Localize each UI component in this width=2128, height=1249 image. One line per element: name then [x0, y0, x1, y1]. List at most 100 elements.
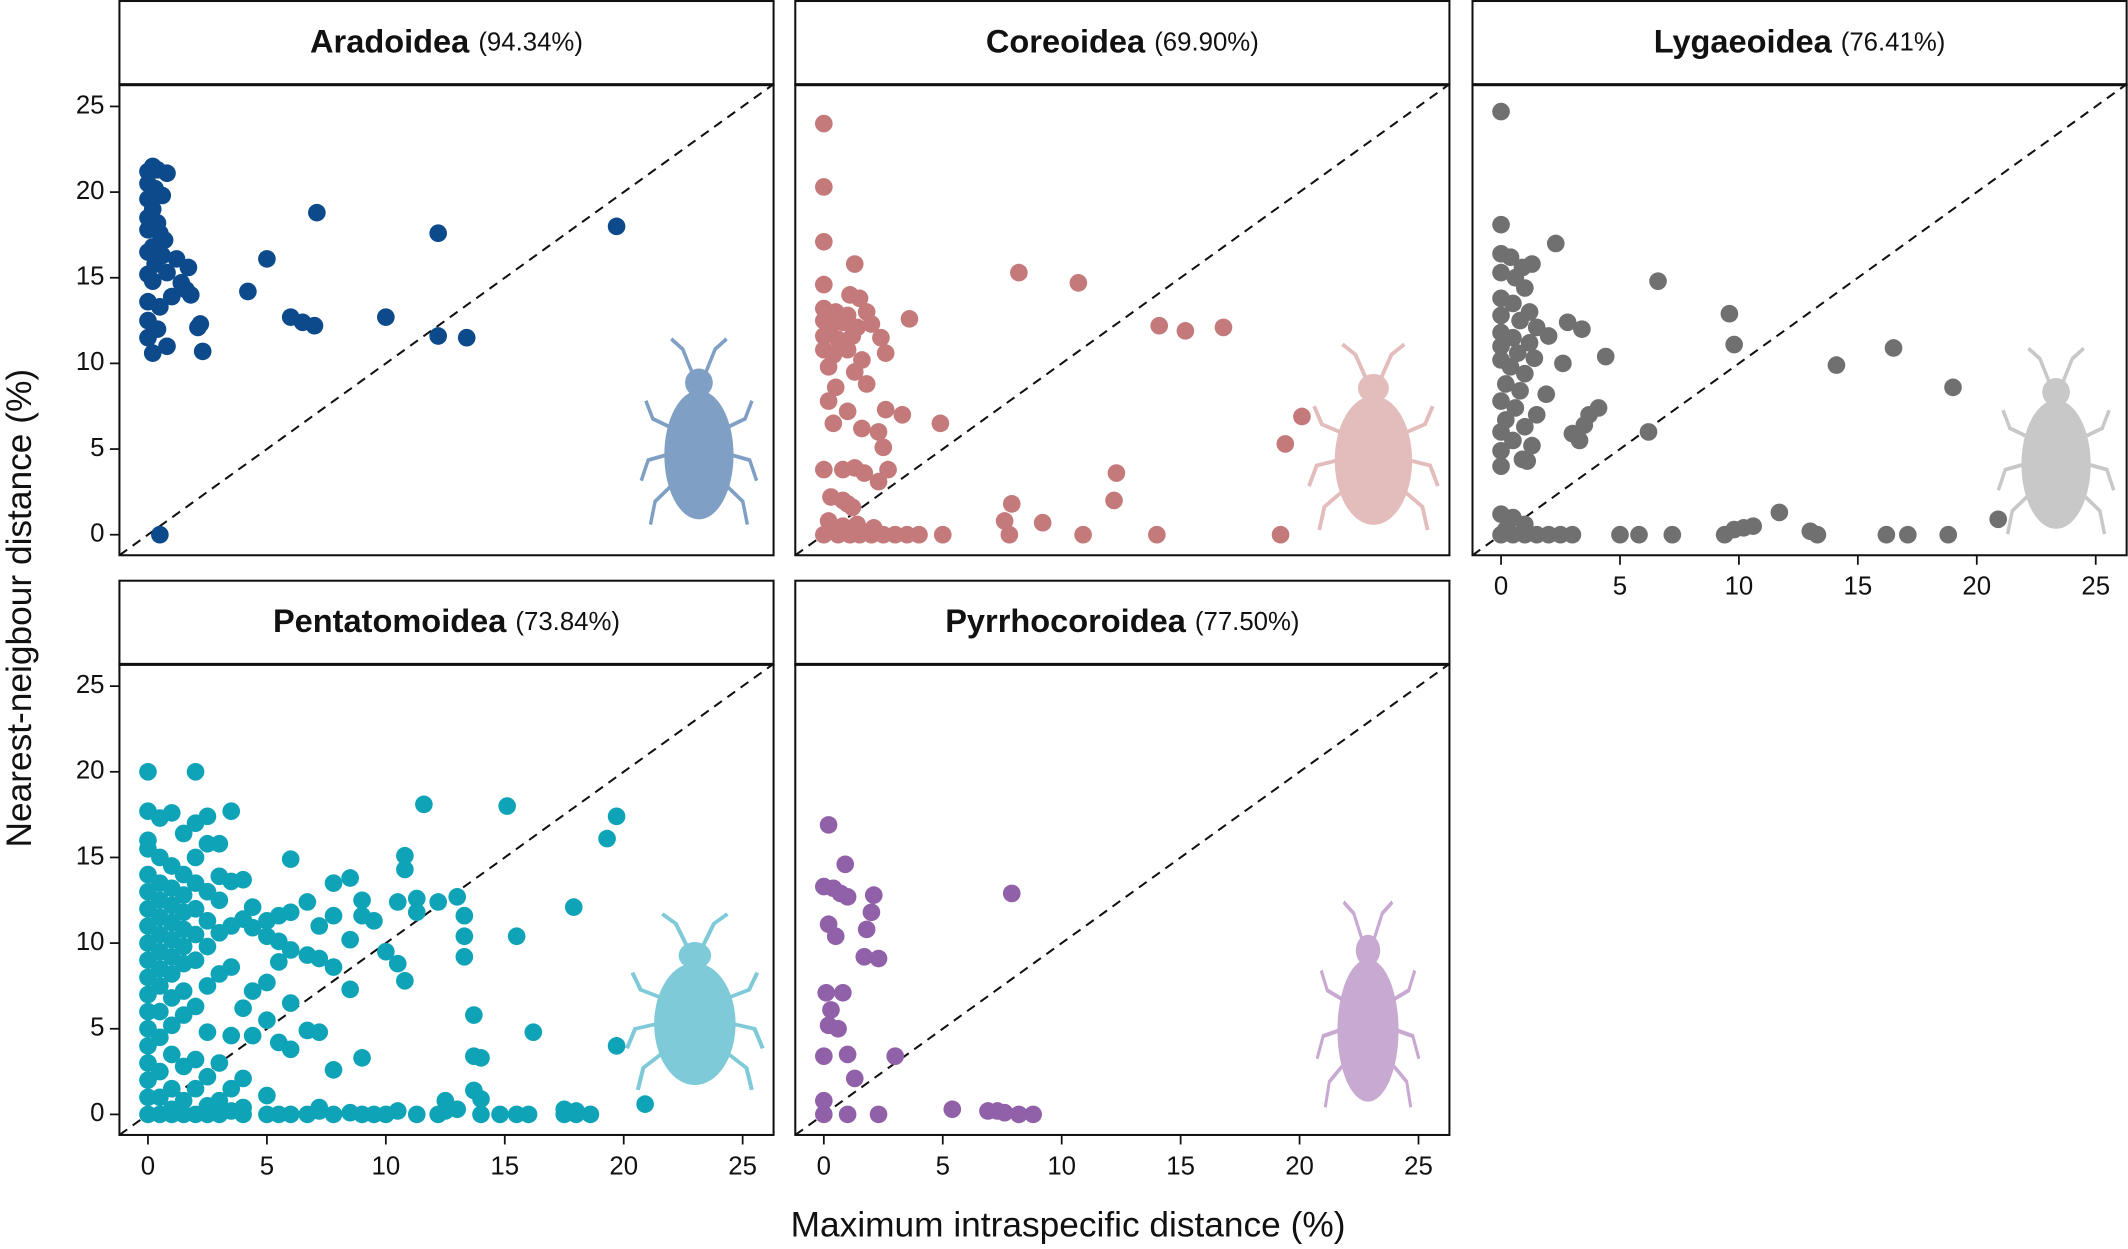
plot-area	[118, 662, 775, 1136]
y-tick-label: 0	[90, 520, 104, 548]
reference-line	[1471, 83, 2128, 557]
point	[324, 1061, 343, 1079]
panel-title-space	[506, 603, 515, 639]
point	[1554, 354, 1572, 373]
y-axis-label: Nearest-neigbour distance (%)	[0, 369, 39, 848]
point	[281, 1040, 300, 1059]
point	[843, 327, 862, 345]
panel-title: Lygaeoidea (76.41%)	[1654, 23, 1946, 59]
point	[377, 308, 395, 326]
point	[836, 855, 855, 874]
point	[1808, 525, 1827, 544]
point	[855, 464, 874, 482]
point	[933, 525, 952, 544]
point	[1501, 358, 1520, 376]
point	[324, 874, 343, 892]
point	[1884, 339, 1903, 357]
x-tick-label: 0	[1494, 573, 1508, 601]
point	[817, 983, 836, 1002]
x-tick-label: 20	[609, 1152, 638, 1180]
point	[281, 850, 300, 868]
point	[1511, 311, 1529, 330]
panel-title-name: Lygaeoidea	[1654, 23, 1833, 59]
point	[636, 1095, 654, 1113]
point	[931, 414, 950, 433]
point	[210, 834, 229, 853]
point	[396, 860, 414, 879]
point	[815, 460, 833, 479]
x-axis-label: Maximum intraspecific distance (%)	[791, 1206, 1346, 1245]
point	[186, 848, 205, 867]
point	[1107, 464, 1126, 482]
point	[324, 906, 343, 925]
point	[819, 816, 838, 834]
panel-subtitle: (69.90%)	[1154, 28, 1259, 56]
reference-line	[118, 83, 775, 557]
reference-line	[794, 663, 1451, 1136]
point	[524, 1023, 543, 1042]
point	[900, 310, 919, 328]
point	[174, 1091, 193, 1110]
point	[281, 941, 300, 959]
point	[995, 1103, 1014, 1122]
panel-title-name: Pyrrhocoroidea	[945, 603, 1187, 639]
point	[243, 898, 262, 916]
x-tick-label: 15	[1844, 573, 1873, 601]
point	[472, 1090, 490, 1108]
point	[310, 949, 329, 968]
point	[850, 289, 869, 308]
point	[862, 315, 881, 333]
panel-title: Aradoidea (94.34%)	[310, 23, 583, 59]
x-tick-label: 20	[1962, 573, 1991, 601]
point	[857, 920, 876, 939]
x-tick-label: 25	[2081, 573, 2110, 601]
plot-area	[794, 662, 1451, 1136]
y-tick-label: 10	[76, 348, 105, 376]
point	[310, 1023, 329, 1042]
point	[162, 287, 181, 306]
point	[1492, 392, 1510, 410]
point	[834, 983, 852, 1002]
point	[498, 797, 516, 815]
point	[210, 1091, 229, 1110]
bug-icon	[1307, 342, 1440, 532]
point	[1492, 337, 1510, 356]
point	[815, 1091, 833, 1110]
point	[186, 762, 205, 781]
point	[1024, 1105, 1042, 1124]
point	[324, 958, 343, 976]
point	[1527, 405, 1546, 424]
point	[1492, 457, 1510, 476]
point	[507, 927, 526, 946]
point	[186, 1079, 205, 1098]
point	[455, 906, 474, 925]
point	[162, 804, 181, 822]
point	[151, 977, 169, 995]
point	[876, 400, 895, 419]
point	[1002, 495, 1021, 513]
x-tick-label: 10	[372, 1152, 401, 1180]
point	[1074, 525, 1092, 544]
point	[1939, 525, 1958, 544]
x-tick-label: 25	[728, 1152, 757, 1180]
point	[1501, 248, 1520, 267]
point	[1293, 407, 1311, 426]
point	[210, 891, 229, 910]
point	[186, 1050, 205, 1069]
point	[305, 316, 324, 335]
point	[886, 1047, 905, 1065]
x-tick-label: 5	[936, 1152, 950, 1180]
x-tick-label: 0	[817, 1152, 831, 1180]
x-tick-label: 15	[490, 1152, 519, 1180]
point	[281, 903, 300, 922]
point	[186, 900, 205, 918]
point	[193, 342, 212, 361]
point	[243, 918, 262, 937]
y-tick-label: 25	[76, 91, 105, 119]
point	[862, 903, 881, 922]
point	[607, 807, 626, 826]
point	[234, 870, 252, 889]
point	[838, 402, 857, 421]
plot-area	[118, 83, 775, 557]
